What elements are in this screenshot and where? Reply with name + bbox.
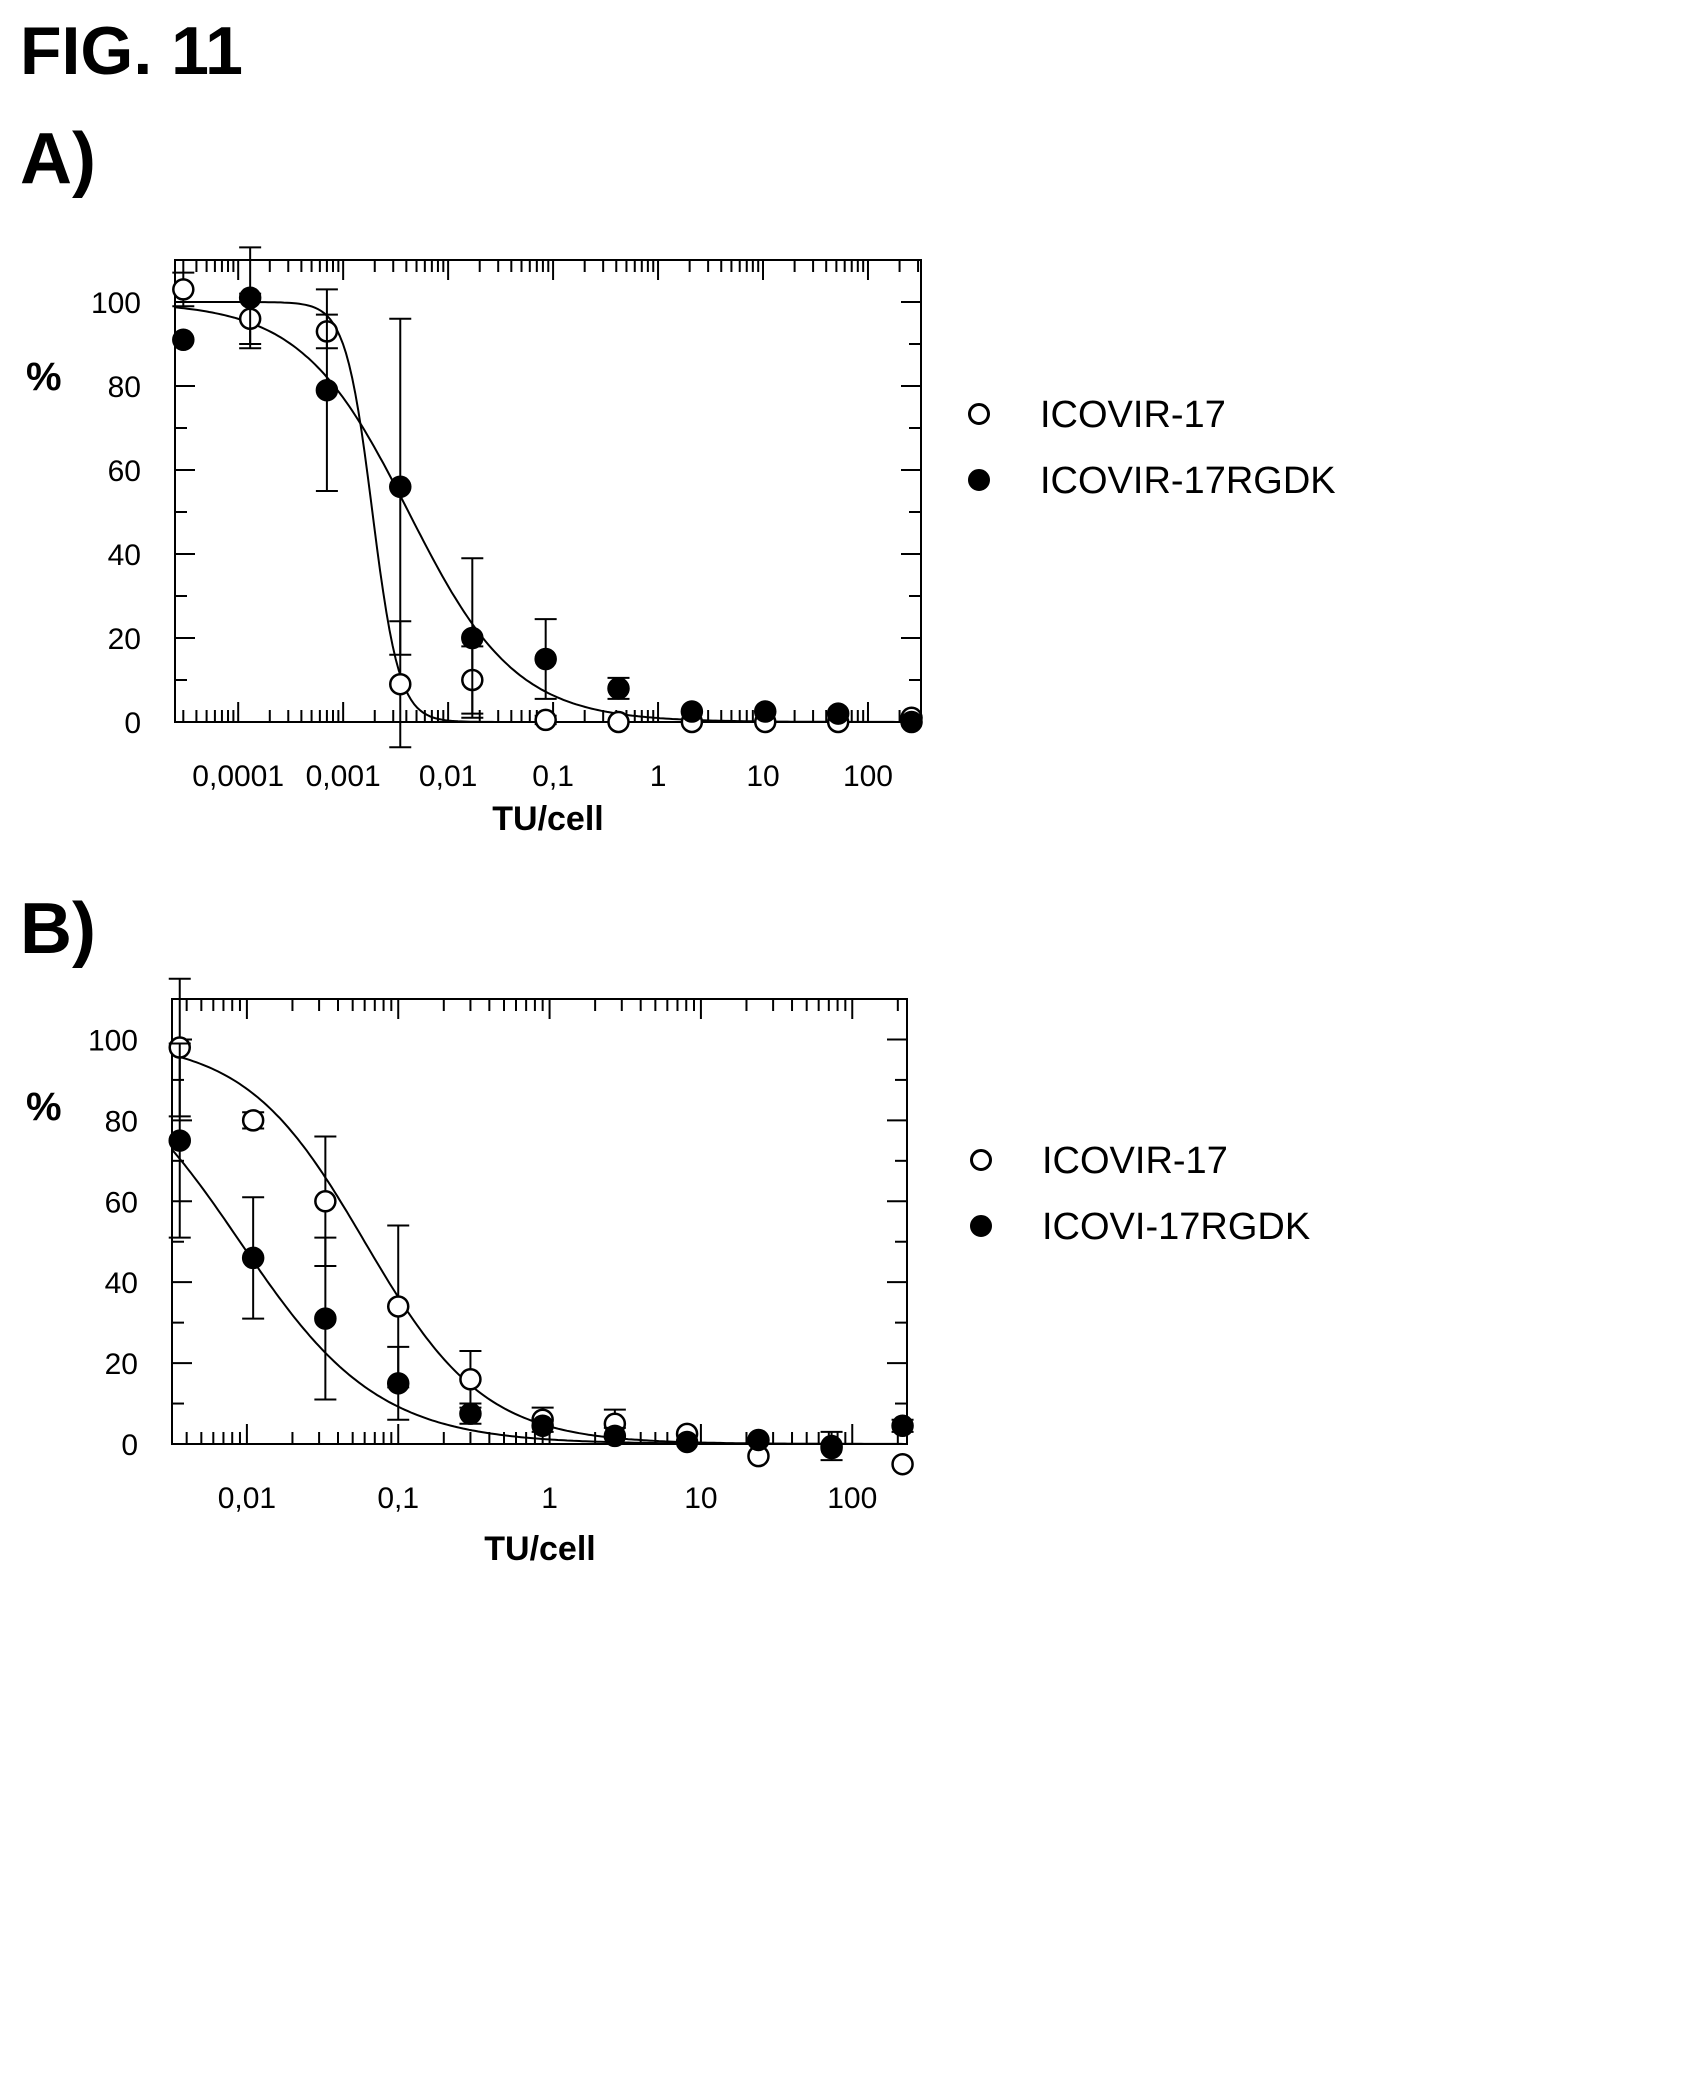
y-tick-label: 100 bbox=[88, 1024, 138, 1057]
open-circle-marker-icon bbox=[968, 403, 990, 425]
panel-a-chart: 0 20 40 60 80 100 0,0001 0,001 0,01 0,1 1 10 100 bbox=[91, 246, 923, 793]
filled-data-point bbox=[315, 378, 339, 402]
open-data-point bbox=[607, 710, 630, 734]
open-data-point bbox=[534, 708, 557, 732]
y-tick-label: 20 bbox=[105, 1348, 138, 1381]
panel-b-ylabel: % bbox=[26, 1085, 62, 1129]
panel-a-xlabel: TU/cell bbox=[492, 800, 604, 838]
x-tick-label: 0,001 bbox=[306, 760, 381, 793]
filled-data-point bbox=[241, 1246, 265, 1270]
x-tick-label: 1 bbox=[650, 760, 667, 793]
filled-data-point bbox=[826, 702, 850, 725]
figure-title: FIG. 11 bbox=[20, 13, 243, 89]
y-tick-label: 0 bbox=[121, 1429, 138, 1462]
fit-curve-rgdk bbox=[174, 306, 921, 723]
fit-curve-icovir-17 bbox=[171, 1053, 907, 1445]
open-data-point bbox=[314, 1190, 337, 1213]
filled-data-point bbox=[747, 1428, 770, 1452]
filled-data-point bbox=[607, 677, 630, 700]
filled-data-point bbox=[753, 700, 777, 723]
x-tick-label: 0,0001 bbox=[192, 760, 284, 793]
filled-data-point bbox=[820, 1434, 843, 1458]
open-data-point bbox=[241, 1109, 265, 1132]
y-tick-label: 80 bbox=[105, 1105, 138, 1138]
y-tick-label: 40 bbox=[105, 1267, 138, 1300]
x-tick-label: 0,01 bbox=[218, 1482, 276, 1515]
filled-circle-marker-icon bbox=[968, 469, 990, 491]
open-data-point bbox=[891, 1452, 914, 1476]
x-tick-label: 0,01 bbox=[419, 760, 477, 793]
filled-data-point bbox=[900, 710, 923, 734]
x-tick-label: 0,1 bbox=[377, 1482, 419, 1515]
filled-data-point bbox=[314, 1307, 337, 1330]
x-tick-label: 1 bbox=[541, 1482, 558, 1515]
legend-label: ICOVIR-17RGDK bbox=[1040, 460, 1336, 502]
legend-label: ICOVIR-17 bbox=[1042, 1140, 1228, 1182]
y-tick-label: 100 bbox=[91, 287, 141, 320]
panel-b-label: B) bbox=[20, 889, 96, 969]
panel-a-ylabel: % bbox=[26, 355, 62, 399]
panel-b-xlabel: TU/cell bbox=[484, 1530, 596, 1568]
filled-data-point bbox=[389, 475, 412, 499]
y-tick-label: 0 bbox=[124, 707, 141, 740]
panel-a-label: A) bbox=[20, 119, 96, 199]
filled-data-point bbox=[459, 1402, 482, 1425]
filled-data-point bbox=[675, 1430, 699, 1454]
y-tick-label: 20 bbox=[108, 623, 141, 656]
open-data-point bbox=[386, 1295, 410, 1318]
y-tick-label: 80 bbox=[108, 371, 141, 404]
x-tick-label: 100 bbox=[827, 1482, 877, 1515]
filled-data-point bbox=[603, 1424, 627, 1448]
filled-data-point bbox=[386, 1372, 410, 1395]
filled-data-point bbox=[461, 626, 484, 650]
open-circle-marker-icon bbox=[970, 1149, 992, 1171]
y-tick-label: 60 bbox=[105, 1186, 138, 1219]
filled-data-point bbox=[680, 700, 704, 723]
x-tick-label: 100 bbox=[843, 760, 893, 793]
filled-data-point bbox=[891, 1414, 914, 1438]
y-tick-label: 60 bbox=[108, 455, 141, 488]
plot-frame bbox=[171, 998, 908, 1445]
legend-label: ICOVIR-17 bbox=[1040, 394, 1226, 436]
legend-label: ICOVI-17RGDK bbox=[1042, 1206, 1311, 1248]
x-tick-label: 10 bbox=[684, 1482, 717, 1515]
y-tick-label: 40 bbox=[108, 539, 141, 572]
open-data-point bbox=[172, 278, 195, 301]
x-tick-label: 10 bbox=[746, 760, 779, 793]
filled-data-point bbox=[238, 286, 262, 310]
filled-data-point bbox=[172, 328, 195, 352]
filled-data-point bbox=[168, 1129, 191, 1152]
filled-circle-marker-icon bbox=[970, 1215, 992, 1237]
fit-curve-rgdk bbox=[171, 1149, 907, 1445]
x-tick-label: 0,1 bbox=[532, 760, 574, 793]
filled-data-point bbox=[534, 647, 557, 671]
open-data-point bbox=[459, 1368, 482, 1391]
filled-data-point bbox=[531, 1414, 554, 1438]
open-data-point bbox=[389, 672, 412, 696]
